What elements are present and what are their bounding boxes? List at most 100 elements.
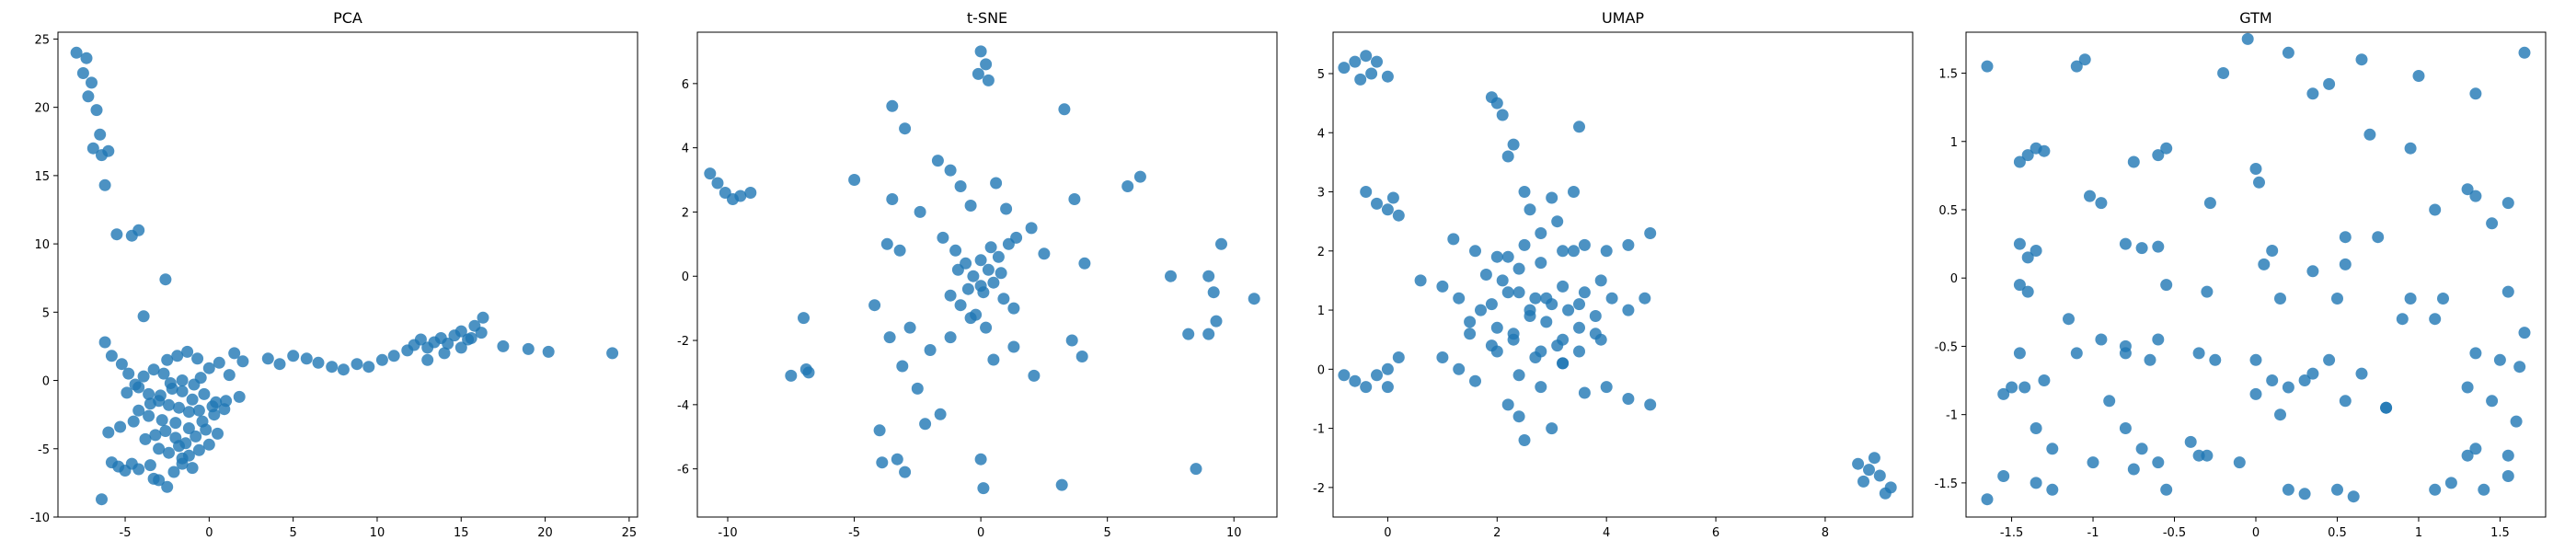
y-tick-label: -2 xyxy=(677,335,689,349)
y-tick-label: 25 xyxy=(34,33,50,47)
data-point xyxy=(454,325,467,338)
data-point xyxy=(287,350,300,362)
data-point xyxy=(2461,183,2474,196)
data-point xyxy=(159,425,172,437)
y-tick-label: 2 xyxy=(682,206,689,220)
chart-title: t-SNE xyxy=(967,9,1007,27)
data-point xyxy=(208,408,221,421)
data-point xyxy=(300,352,313,365)
y-tick-label: 6 xyxy=(682,78,689,92)
data-point xyxy=(80,52,93,64)
data-point xyxy=(977,482,990,495)
data-point xyxy=(2203,197,2216,210)
data-point xyxy=(2253,176,2265,189)
data-point xyxy=(182,406,195,419)
x-tick-label: -0.5 xyxy=(2163,526,2186,540)
data-point xyxy=(734,190,747,202)
data-point xyxy=(121,386,133,399)
x-tick-label: -1 xyxy=(2087,526,2099,540)
data-point xyxy=(919,418,932,431)
data-point xyxy=(96,493,108,506)
data-point xyxy=(987,276,1000,289)
data-point xyxy=(1997,387,2010,400)
data-point xyxy=(785,369,798,382)
data-point xyxy=(1121,180,1134,192)
data-point xyxy=(497,339,510,352)
data-point xyxy=(2249,387,2262,400)
data-point xyxy=(992,250,1005,263)
data-point xyxy=(899,466,912,478)
data-point xyxy=(198,387,211,400)
data-point xyxy=(2298,488,2311,500)
data-point xyxy=(951,263,964,276)
data-point xyxy=(899,122,912,135)
data-point xyxy=(944,164,957,177)
data-point xyxy=(190,430,202,443)
data-point xyxy=(970,308,983,321)
data-point xyxy=(149,429,162,442)
data-point xyxy=(2160,142,2173,155)
data-point xyxy=(181,345,194,358)
data-point xyxy=(2469,87,2482,100)
x-tick-label: 0 xyxy=(1384,526,1391,540)
chart-title: UMAP xyxy=(1602,9,1644,27)
data-point xyxy=(171,350,184,362)
data-point xyxy=(1605,292,1618,305)
data-point xyxy=(876,456,889,469)
data-point xyxy=(2184,435,2197,448)
data-point xyxy=(2046,483,2059,496)
data-point xyxy=(110,228,123,241)
data-point xyxy=(704,167,717,180)
data-point xyxy=(2282,46,2294,59)
data-point xyxy=(2493,353,2506,366)
data-point xyxy=(2030,245,2042,257)
data-point xyxy=(192,443,205,456)
data-point xyxy=(2478,483,2490,496)
y-tick-label: -5 xyxy=(38,443,50,457)
data-point xyxy=(1535,381,1547,394)
data-point xyxy=(2241,32,2254,45)
data-point xyxy=(995,267,1007,280)
x-tick-label: 0 xyxy=(977,526,984,540)
data-point xyxy=(2331,483,2343,496)
data-point xyxy=(949,244,962,257)
x-tick-label: 0.5 xyxy=(2328,526,2347,540)
data-point xyxy=(848,174,861,186)
data-point xyxy=(188,378,201,391)
data-point xyxy=(144,397,156,410)
y-tick-label: 15 xyxy=(34,170,50,184)
x-tick-label: 15 xyxy=(454,526,469,540)
data-point xyxy=(2127,463,2140,476)
data-point xyxy=(2331,293,2343,305)
data-point xyxy=(1546,298,1558,311)
data-point xyxy=(2486,217,2499,230)
data-point xyxy=(82,90,95,103)
x-tick-label: 1 xyxy=(2415,526,2422,540)
y-tick-label: 4 xyxy=(682,143,689,156)
data-point xyxy=(236,355,249,368)
data-point xyxy=(2306,265,2319,278)
data-point xyxy=(2323,353,2336,366)
y-tick-label: 1 xyxy=(1950,136,1958,150)
data-point xyxy=(2437,293,2449,305)
data-point xyxy=(1573,345,1585,358)
axes-frame xyxy=(696,31,1278,518)
data-point xyxy=(1540,316,1553,328)
data-point xyxy=(2046,443,2059,455)
x-tick-label: 0 xyxy=(2252,526,2260,540)
data-point xyxy=(1501,398,1514,411)
data-point xyxy=(2339,395,2352,408)
data-point xyxy=(2030,477,2042,489)
data-point xyxy=(90,104,103,117)
data-point xyxy=(924,344,937,356)
chart-title: PCA xyxy=(333,9,362,27)
data-point xyxy=(2078,53,2091,66)
data-point xyxy=(2518,327,2531,339)
data-point xyxy=(218,403,231,416)
data-point xyxy=(154,389,167,402)
data-point xyxy=(2282,381,2294,394)
data-point xyxy=(132,404,145,417)
data-point xyxy=(1524,203,1536,216)
data-point xyxy=(1210,315,1223,328)
data-point xyxy=(1381,70,1394,83)
